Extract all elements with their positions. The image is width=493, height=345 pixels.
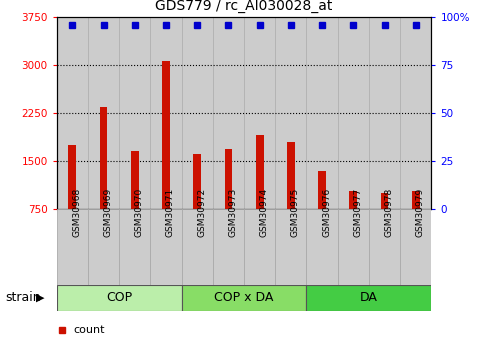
Bar — [131, 151, 139, 209]
Bar — [119, 17, 150, 209]
Text: GSM30971: GSM30971 — [166, 188, 175, 237]
Bar — [318, 171, 326, 209]
Bar — [275, 17, 307, 209]
Bar — [213, 17, 244, 209]
Bar — [57, 17, 88, 209]
FancyBboxPatch shape — [400, 209, 431, 285]
Bar — [162, 61, 170, 209]
Bar — [287, 142, 295, 209]
Text: COP: COP — [106, 291, 132, 304]
Text: GSM30976: GSM30976 — [322, 188, 331, 237]
Bar — [381, 193, 388, 209]
Bar — [150, 17, 181, 209]
FancyBboxPatch shape — [181, 285, 307, 310]
Bar — [369, 17, 400, 209]
Bar — [338, 17, 369, 209]
Bar — [193, 155, 201, 209]
Text: count: count — [73, 325, 105, 335]
Text: strain: strain — [5, 291, 40, 304]
Text: GSM30968: GSM30968 — [72, 188, 81, 237]
FancyBboxPatch shape — [181, 209, 213, 285]
Title: GDS779 / rc_AI030028_at: GDS779 / rc_AI030028_at — [155, 0, 333, 13]
FancyBboxPatch shape — [338, 209, 369, 285]
Bar — [181, 17, 213, 209]
Bar — [307, 17, 338, 209]
FancyBboxPatch shape — [369, 209, 400, 285]
Text: GSM30969: GSM30969 — [104, 188, 112, 237]
FancyBboxPatch shape — [307, 209, 338, 285]
Text: ▶: ▶ — [36, 293, 44, 303]
Bar — [69, 145, 76, 209]
FancyBboxPatch shape — [307, 285, 431, 310]
FancyBboxPatch shape — [88, 209, 119, 285]
Text: GSM30978: GSM30978 — [385, 188, 393, 237]
Text: GSM30975: GSM30975 — [291, 188, 300, 237]
FancyBboxPatch shape — [213, 209, 244, 285]
Bar — [350, 191, 357, 209]
FancyBboxPatch shape — [119, 209, 150, 285]
Bar — [412, 191, 420, 209]
Text: DA: DA — [360, 291, 378, 304]
Text: GSM30973: GSM30973 — [228, 188, 238, 237]
Bar — [224, 149, 232, 209]
Text: GSM30979: GSM30979 — [416, 188, 425, 237]
FancyBboxPatch shape — [57, 285, 181, 310]
FancyBboxPatch shape — [244, 209, 275, 285]
Bar — [256, 135, 264, 209]
Text: COP x DA: COP x DA — [214, 291, 274, 304]
Text: GSM30970: GSM30970 — [135, 188, 144, 237]
FancyBboxPatch shape — [150, 209, 181, 285]
FancyBboxPatch shape — [275, 209, 307, 285]
Bar — [100, 107, 107, 209]
Bar — [400, 17, 431, 209]
Text: GSM30972: GSM30972 — [197, 188, 206, 237]
FancyBboxPatch shape — [57, 209, 88, 285]
Bar — [88, 17, 119, 209]
Text: GSM30974: GSM30974 — [260, 188, 269, 237]
Text: GSM30977: GSM30977 — [353, 188, 362, 237]
Bar — [244, 17, 275, 209]
